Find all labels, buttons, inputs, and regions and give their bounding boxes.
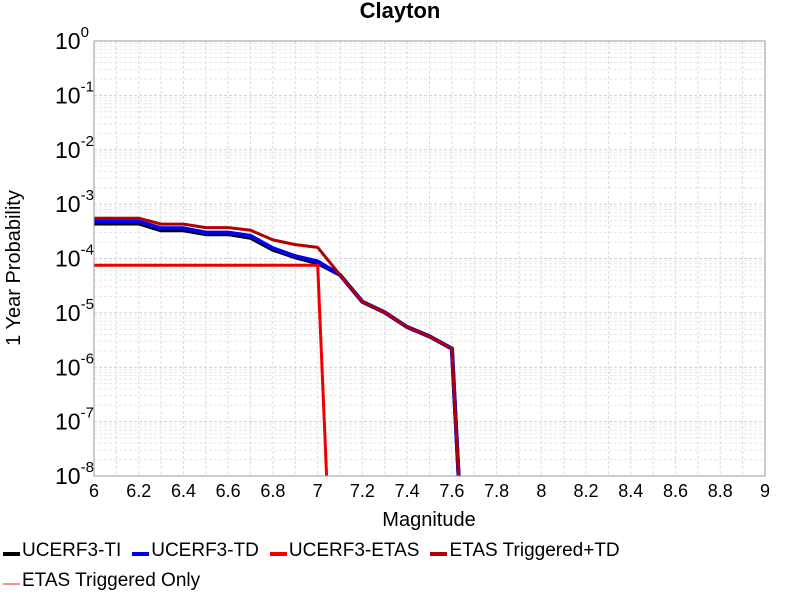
legend-label: ETAS Triggered Only bbox=[22, 570, 201, 591]
plot-frame bbox=[93, 40, 766, 477]
y-tick-labels: 100 10-1 10-2 10-3 10-4 10-5 10-6 10-7 10-8 bbox=[55, 24, 94, 489]
legend-swatch bbox=[269, 552, 287, 556]
y-tick-label: 10-8 bbox=[55, 459, 94, 489]
legend-label: UCERF3-TD bbox=[151, 540, 259, 561]
x-tick-label: 7 bbox=[313, 481, 323, 501]
x-tick-label: 6.6 bbox=[216, 481, 241, 501]
legend-swatch bbox=[132, 552, 150, 556]
y-tick-label: 10-6 bbox=[55, 350, 94, 380]
legend-row: UCERF3-TI UCERF3-TD UCERF3-ETAS ETAS Trigge… bbox=[0, 536, 800, 566]
y-tick-label: 10-3 bbox=[55, 187, 94, 217]
x-tick-label: 8.8 bbox=[708, 481, 733, 501]
y-axis-label: 1 Year Probability bbox=[3, 190, 25, 346]
legend-label: ETAS Triggered+TD bbox=[449, 540, 620, 561]
x-tick-label: 6 bbox=[89, 481, 99, 501]
x-tick-label: 6.2 bbox=[126, 481, 151, 501]
chart: Clayton 6 6.2 6.4 6.6 6.8 7 7.2 7.4 7.6 7.8 8 8.2 8.… bbox=[3, 0, 770, 531]
x-tick-label: 6.4 bbox=[171, 481, 196, 501]
y-tick-label: 10-2 bbox=[55, 133, 94, 163]
x-tick-label: 7.2 bbox=[350, 481, 375, 501]
y-tick-label: 100 bbox=[55, 24, 89, 54]
grid bbox=[93, 41, 766, 477]
y-tick-label: 10-7 bbox=[55, 405, 94, 435]
legend-label: UCERF3-ETAS bbox=[288, 540, 420, 561]
legend-swatch bbox=[3, 552, 20, 556]
x-tick-label: 8 bbox=[536, 481, 546, 501]
x-tick-label: 9 bbox=[760, 481, 770, 501]
series-line bbox=[94, 216, 461, 477]
x-tick-label: 7.4 bbox=[395, 481, 420, 501]
series-line bbox=[94, 263, 329, 477]
y-tick-label: 10-4 bbox=[55, 242, 94, 272]
legend-label: UCERF3-TI bbox=[22, 540, 122, 561]
legend-item: UCERF3-TI bbox=[0, 540, 121, 562]
x-tick-label: 6.8 bbox=[260, 481, 285, 501]
legend-swatch bbox=[3, 583, 20, 585]
y-tick-label: 10-1 bbox=[55, 78, 94, 108]
x-tick-label: 8.4 bbox=[618, 481, 643, 501]
legend: UCERF3-TI UCERF3-TD UCERF3-ETAS ETAS Trigge… bbox=[0, 536, 800, 596]
x-tick-label: 7.8 bbox=[484, 481, 509, 501]
x-tick-label: 8.6 bbox=[663, 481, 688, 501]
x-tick-label: 8.2 bbox=[574, 481, 599, 501]
x-tick-label: 7.6 bbox=[439, 481, 464, 501]
legend-swatch bbox=[430, 552, 448, 556]
y-tick-label: 10-5 bbox=[55, 296, 94, 326]
x-tick-labels: 6 6.2 6.4 6.6 6.8 7 7.2 7.4 7.6 7.8 8 8.2 8.4 8.6 8.8 9 bbox=[89, 481, 770, 501]
series-group bbox=[94, 216, 461, 477]
legend-item: ETAS Triggered Only bbox=[0, 570, 200, 592]
x-axis-label: Magnitude bbox=[382, 509, 475, 531]
legend-item: UCERF3-ETAS bbox=[267, 540, 420, 562]
chart-title: Clayton bbox=[360, 0, 441, 23]
legend-item: ETAS Triggered+TD bbox=[427, 540, 620, 562]
legend-row: ETAS Triggered Only bbox=[0, 566, 800, 596]
legend-item: UCERF3-TD bbox=[129, 540, 259, 562]
